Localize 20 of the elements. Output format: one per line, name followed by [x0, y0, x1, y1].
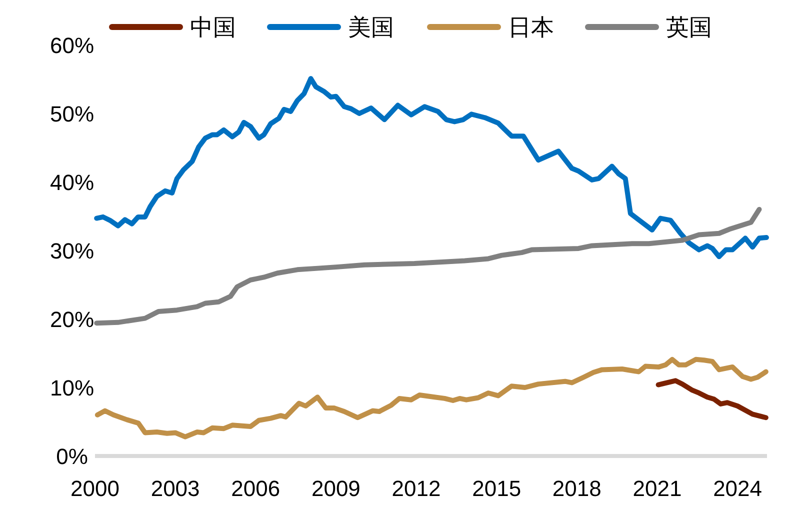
y-tick-label: 0%	[56, 444, 88, 469]
x-tick-label: 2021	[632, 476, 682, 501]
x-tick-label: 2006	[231, 476, 280, 501]
legend-label: 美国	[348, 14, 394, 40]
x-tick-label: 2024	[713, 476, 762, 501]
y-tick-label: 30%	[50, 238, 94, 264]
x-tick-label: 2015	[472, 476, 522, 501]
legend-label: 日本	[508, 14, 554, 40]
x-tick-label: 2000	[70, 476, 120, 501]
y-tick-label: 40%	[50, 170, 94, 195]
y-tick-label: 50%	[50, 102, 94, 126]
legend-label: 英国	[666, 14, 712, 40]
x-tick-label: 2012	[392, 476, 441, 501]
y-tick-label: 20%	[50, 307, 94, 332]
y-tick-label: 10%	[50, 376, 94, 400]
legend-label: 中国	[190, 14, 236, 40]
x-tick-label: 2009	[311, 476, 360, 501]
y-tick-label: 60%	[50, 33, 94, 58]
x-tick-label: 2003	[150, 476, 200, 501]
x-tick-label: 2018	[552, 476, 602, 501]
